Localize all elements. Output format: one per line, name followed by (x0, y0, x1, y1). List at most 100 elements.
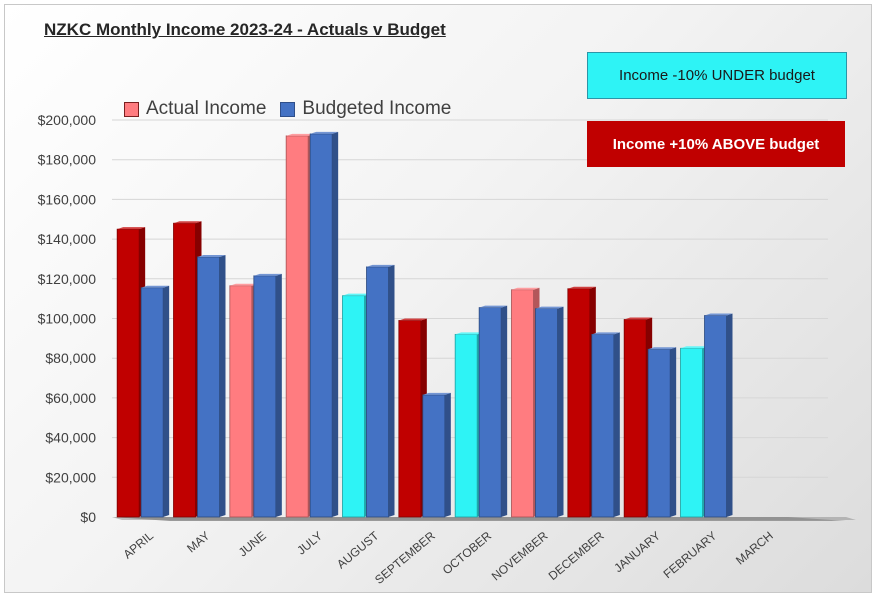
bar-budget (704, 313, 733, 518)
bar-budget-front (647, 348, 671, 518)
bar-actual-front (229, 285, 253, 518)
x-tick-label: APRIL (121, 528, 157, 561)
bar-actual-top (117, 227, 146, 230)
bar-budget-top (422, 392, 451, 395)
bar-actual-top (567, 286, 596, 289)
y-tick-label: $20,000 (45, 469, 96, 485)
bar-budget (422, 392, 451, 518)
bar-budget-top (479, 305, 508, 308)
bar-actual-top (680, 346, 709, 349)
bar-budget-top (591, 332, 620, 335)
y-tick-label: $120,000 (38, 271, 97, 287)
bar-actual-front (173, 222, 196, 518)
bar-actual-top (455, 332, 484, 335)
x-tick-label: MARCH (733, 529, 776, 568)
y-tick-label: $60,000 (45, 390, 96, 406)
bar-actual-front (342, 295, 365, 518)
bar-budget (535, 306, 564, 518)
chart-title: NZKC Monthly Income 2023-24 - Actuals v … (44, 20, 446, 39)
y-tick-label: $200,000 (38, 112, 97, 128)
bar-budget-front (140, 287, 164, 518)
bar-budget-front (197, 256, 220, 518)
bar-budget-side (388, 264, 395, 517)
bar-budget-top (366, 264, 395, 267)
bar-budget (309, 131, 339, 518)
y-tick-label: $0 (80, 509, 96, 525)
bar-budget-top (648, 347, 677, 350)
bar-budget-front (309, 133, 333, 518)
bar-budget-side (275, 273, 282, 517)
x-tick-label: FEBRUARY (661, 529, 720, 582)
bar-budget-top (310, 131, 339, 134)
bar-budget-front (422, 394, 446, 518)
bar-budget-top (197, 254, 226, 257)
annotation-under-budget: Income -10% UNDER budget (587, 52, 847, 99)
bar-budget-side (613, 332, 620, 517)
chart-floor-edge (112, 517, 856, 520)
y-tick-label: $140,000 (38, 231, 97, 247)
bar-budget (478, 305, 508, 518)
x-tick-label: OCTOBER (440, 528, 495, 577)
bar-actual-top (342, 293, 371, 296)
bar-actual-top (624, 317, 653, 320)
legend-item-budget: Budgeted Income (280, 98, 451, 120)
bar-budget-side (332, 131, 339, 517)
x-tick-label: DECEMBER (546, 528, 607, 583)
bar-budget-side (557, 306, 564, 517)
x-tick-label: JANUARY (611, 529, 663, 576)
y-tick-label: $160,000 (38, 191, 97, 207)
y-tick-label: $80,000 (45, 350, 96, 366)
bar-actual-front (680, 347, 703, 518)
bar-budget-front (366, 266, 389, 518)
x-tick-label: JULY (294, 529, 325, 558)
bar-budget (140, 285, 170, 518)
x-tick-label: NOVEMBER (489, 528, 551, 583)
bar-budget-front (591, 333, 615, 518)
bar-budget-side (444, 392, 451, 517)
bar-budget-front (478, 307, 502, 518)
bar-actual-front (398, 320, 422, 518)
legend-swatch-budget (280, 101, 296, 117)
legend-item-actual: Actual Income (124, 98, 266, 120)
y-tick-label: $100,000 (38, 311, 97, 327)
bar-budget-top (704, 313, 733, 316)
bar-budget-side (163, 285, 170, 517)
bar-budget-top (141, 285, 170, 288)
x-tick-label: MAY (184, 529, 212, 556)
chart-legend: Actual Income Budgeted Income (124, 98, 465, 120)
bar-actual-front (567, 288, 591, 518)
bar-budget-front (704, 315, 727, 518)
bar-budget (197, 254, 226, 518)
x-tick-label: AUGUST (334, 528, 382, 571)
bar-actual-front (511, 289, 534, 518)
bar-budget (591, 332, 620, 518)
bar-actual-front (623, 319, 647, 518)
legend-swatch-actual (124, 101, 139, 117)
x-tick-label: JUNE (236, 529, 269, 560)
bar-budget-side (501, 305, 508, 517)
bar-budget (647, 347, 677, 518)
bar-budget-top (253, 273, 282, 276)
bar-budget-side (670, 347, 677, 517)
y-tick-label: $40,000 (45, 430, 96, 446)
x-tick-label: SEPTEMBER (372, 528, 438, 587)
legend-label-actual: Actual Income (146, 98, 267, 119)
bar-budget-side (219, 254, 226, 517)
bar-budget (366, 264, 395, 518)
bar-actual-front (454, 333, 478, 518)
bar-actual-top (173, 221, 202, 224)
bar-budget-side (726, 313, 733, 517)
bar-actual-front (285, 135, 309, 518)
bar-budget (253, 273, 282, 518)
bar-budget-top (535, 306, 564, 309)
bar-actual-top (511, 287, 540, 290)
bar-actual-top (398, 318, 427, 321)
legend-label-budget: Budgeted Income (302, 98, 452, 119)
bar-budget-front (253, 275, 277, 518)
bar-actual-top (229, 283, 258, 286)
bar-actual-top (286, 133, 315, 136)
bar-budget-front (535, 308, 558, 518)
y-tick-label: $180,000 (38, 152, 97, 168)
bar-actual-front (116, 228, 140, 518)
